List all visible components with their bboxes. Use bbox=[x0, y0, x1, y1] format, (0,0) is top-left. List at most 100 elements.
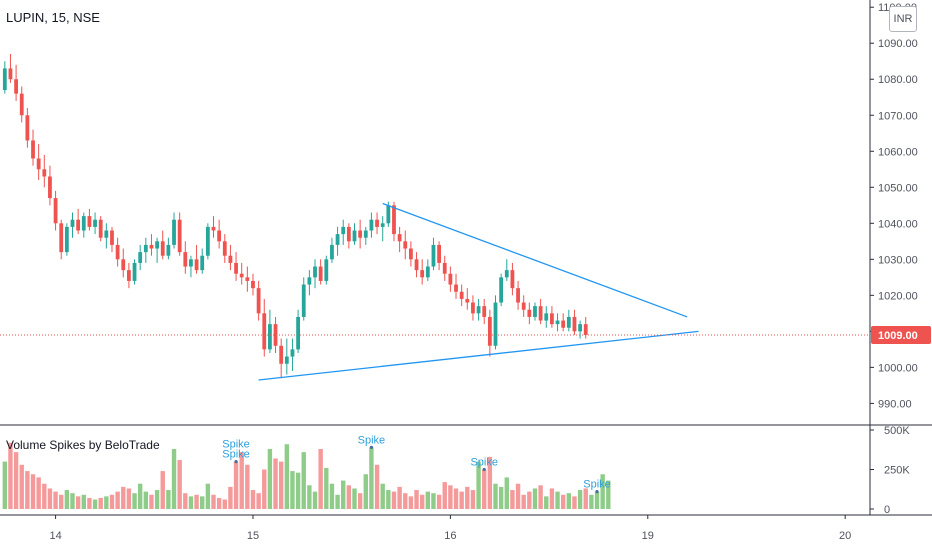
candle bbox=[493, 295, 498, 350]
volume-bar bbox=[583, 488, 588, 509]
price-tick-label: 1080.00 bbox=[878, 74, 918, 86]
candle bbox=[313, 259, 317, 289]
volume-bar bbox=[222, 499, 227, 509]
volume-bar bbox=[36, 477, 41, 509]
volume-bar bbox=[318, 448, 323, 509]
candle-body bbox=[183, 252, 188, 267]
spike-marker bbox=[369, 445, 374, 449]
time-tick-label: 16 bbox=[444, 530, 456, 542]
candle-body bbox=[341, 226, 346, 235]
volume-bar bbox=[166, 490, 171, 509]
candle-body bbox=[48, 176, 52, 199]
candle-body bbox=[217, 230, 222, 242]
candle-body bbox=[166, 244, 171, 256]
candle-body bbox=[70, 219, 75, 227]
volume-bar bbox=[510, 490, 515, 509]
candle bbox=[482, 298, 487, 325]
volume-bar bbox=[436, 494, 442, 509]
candle-body bbox=[583, 324, 588, 335]
volume-bar bbox=[239, 452, 244, 509]
candle bbox=[155, 237, 159, 263]
candle bbox=[98, 216, 103, 242]
candle bbox=[279, 338, 284, 379]
candle bbox=[454, 273, 458, 299]
candle bbox=[273, 316, 278, 353]
candle-body bbox=[504, 270, 509, 278]
candle-body bbox=[516, 288, 520, 303]
candle bbox=[510, 262, 515, 296]
candle bbox=[555, 313, 560, 332]
candle-body bbox=[437, 244, 441, 263]
candle-body bbox=[409, 248, 413, 260]
volume-bar bbox=[211, 494, 216, 509]
candle bbox=[499, 273, 504, 307]
volume-bar bbox=[391, 491, 397, 509]
volume-bar bbox=[493, 483, 498, 509]
candle bbox=[143, 237, 148, 263]
candle bbox=[160, 230, 165, 260]
candle-body bbox=[296, 316, 300, 350]
candle bbox=[59, 219, 64, 260]
candle bbox=[380, 216, 385, 242]
trendline[interactable] bbox=[258, 330, 699, 381]
candle bbox=[296, 309, 300, 353]
candle bbox=[115, 237, 120, 267]
candle-body bbox=[262, 313, 267, 350]
candle bbox=[284, 338, 289, 375]
volume-bar bbox=[137, 483, 143, 509]
volume-bar bbox=[30, 474, 36, 509]
candle-body bbox=[459, 291, 464, 299]
candle-body bbox=[132, 262, 137, 281]
price-tick-label: 1020.00 bbox=[878, 290, 918, 302]
candle-body bbox=[397, 234, 402, 242]
candle-body bbox=[403, 241, 408, 249]
candle-body bbox=[172, 219, 176, 245]
candle bbox=[104, 223, 109, 249]
volume-bar bbox=[414, 490, 419, 509]
candle bbox=[420, 259, 425, 285]
candle bbox=[544, 306, 549, 328]
time-tick-label: 19 bbox=[642, 530, 654, 542]
volume-bar bbox=[346, 485, 352, 509]
symbol-title: LUPIN, 15, NSE bbox=[6, 10, 100, 25]
volume-bar bbox=[470, 490, 476, 509]
currency-badge[interactable]: INR bbox=[889, 6, 917, 32]
volume-bar bbox=[109, 494, 115, 509]
candle bbox=[177, 212, 182, 256]
volume-bar bbox=[560, 494, 566, 509]
candle bbox=[194, 244, 199, 274]
candle bbox=[256, 280, 261, 321]
volume-bar bbox=[59, 494, 64, 509]
candle-body bbox=[115, 244, 120, 260]
candle bbox=[335, 226, 340, 256]
candle bbox=[324, 255, 329, 285]
volume-bar bbox=[250, 490, 256, 509]
volume-bar bbox=[262, 469, 267, 509]
candle bbox=[301, 277, 306, 321]
candle bbox=[200, 248, 205, 274]
volume-bar bbox=[504, 477, 509, 509]
candle-body bbox=[307, 277, 312, 285]
volume-bar bbox=[115, 491, 120, 509]
candle-body bbox=[211, 226, 216, 231]
volume-bar bbox=[482, 469, 487, 509]
candle bbox=[487, 309, 492, 357]
spike-label: Spike bbox=[222, 439, 250, 451]
candle-body bbox=[98, 219, 103, 238]
candle-body bbox=[324, 259, 329, 281]
trendline[interactable] bbox=[382, 202, 688, 318]
volume-bar bbox=[453, 488, 459, 509]
candle bbox=[245, 266, 250, 292]
volume-bar bbox=[47, 488, 53, 509]
volume-bar bbox=[397, 486, 402, 509]
candle bbox=[189, 255, 193, 278]
candle-body bbox=[268, 324, 272, 350]
volume-bar bbox=[312, 491, 318, 509]
volume-bar bbox=[205, 483, 211, 509]
volume-bar bbox=[132, 493, 137, 509]
last-price-badge bbox=[871, 325, 931, 344]
candle bbox=[110, 226, 114, 253]
candle bbox=[318, 259, 323, 285]
